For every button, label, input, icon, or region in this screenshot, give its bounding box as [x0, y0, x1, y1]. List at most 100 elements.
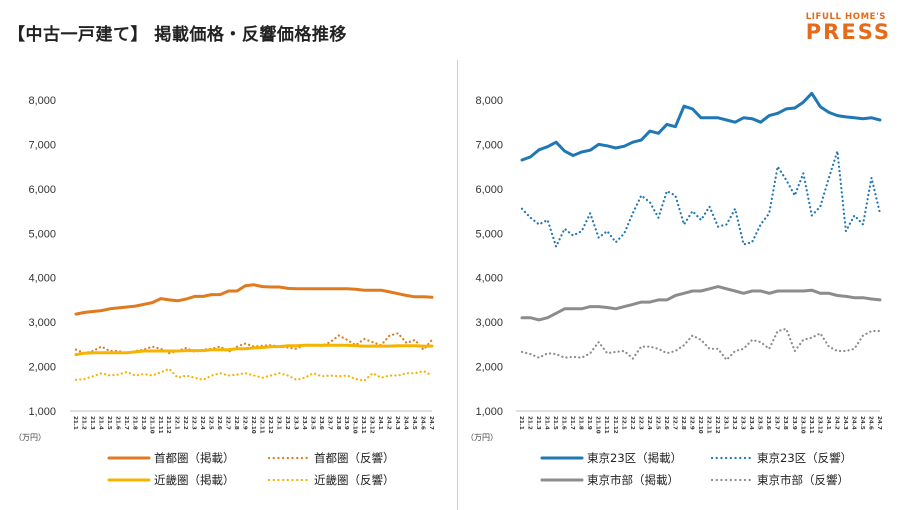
x-tick-label: 24.3	[394, 416, 400, 430]
y-tick-label: 6,000	[475, 184, 503, 196]
x-tick-label: 21.10	[148, 416, 154, 434]
x-tick-label: 24.6	[420, 416, 426, 430]
series-line-2	[74, 343, 434, 357]
series-line-6	[520, 285, 882, 322]
x-tick-label: 23.9	[791, 416, 797, 430]
x-tick-label: 22.2	[629, 416, 635, 430]
x-tick-label: 23.9	[343, 416, 349, 430]
x-tick-label: 21.5	[552, 416, 558, 430]
x-tick-label: 23.6	[765, 416, 771, 430]
x-tick-label: 21.9	[140, 416, 146, 430]
x-tick-label: 24.3	[842, 416, 848, 430]
x-tick-label: 22.12	[714, 416, 720, 434]
x-tick-label: 21.8	[131, 416, 137, 430]
x-tick-label: 22.5	[208, 416, 214, 430]
y-tick-label: 2,000	[475, 362, 503, 374]
x-tick-label: 22.4	[646, 416, 652, 430]
x-tick-label: 21.7	[569, 416, 575, 430]
x-tick-label: 23.8	[335, 416, 341, 430]
x-tick-label: 21.11	[157, 416, 163, 434]
y-tick-label: 1,000	[475, 406, 503, 418]
series-line-3	[74, 367, 434, 382]
x-tick-label: 22.10	[697, 416, 703, 434]
y-tick-label: 6,000	[28, 184, 56, 196]
x-tick-label: 21.12	[165, 416, 171, 434]
x-tick-label: 22.9	[242, 416, 248, 430]
x-tick-label: 21.2	[527, 416, 533, 430]
chart-right: 1,000 2,000 3,000 4,000 5,000 6,000 7,000 8,000…	[466, 91, 882, 487]
y-tick-label: 5,000	[475, 228, 503, 240]
x-tick-label: 23.7	[774, 416, 780, 430]
x-tick-label: 23.2	[284, 416, 290, 430]
legend-label: 近畿圏（掲載）	[154, 473, 235, 487]
x-tick-label: 21.7	[123, 416, 129, 430]
x-tick-label: 23.12	[816, 416, 822, 434]
x-tick-label: 24.2	[386, 416, 392, 430]
x-tick-label: 22.12	[267, 416, 273, 434]
x-tick-label: 23.5	[757, 416, 763, 430]
x-tick-label: 21.4	[97, 416, 103, 430]
x-tick-label: 21.6	[561, 416, 567, 430]
x-tick-label: 22.1	[620, 416, 626, 430]
brand-logo: LIFULL HOME'S PRESS	[806, 12, 891, 43]
x-tick-label: 21.9	[586, 416, 592, 430]
x-tick-label: 21.11	[603, 416, 609, 434]
y-tick-label: 7,000	[28, 139, 56, 151]
series-line-5	[520, 150, 882, 248]
x-tick-label: 23.11	[360, 416, 366, 434]
y-tick-label: 8,000	[28, 95, 56, 107]
y-tick-label: 4,000	[28, 273, 56, 285]
legend-label: 東京市部（反響）	[757, 473, 849, 487]
x-tick-label: 24.6	[867, 416, 873, 430]
x-tick-label: 22.6	[216, 416, 222, 430]
x-tick-label: 22.11	[258, 416, 264, 434]
y-tick-label: 3,000	[28, 317, 56, 329]
y-tick-label: 5,000	[28, 228, 56, 240]
x-tick-label: 23.2	[731, 416, 737, 430]
y-tick-label: 7,000	[475, 139, 503, 151]
x-tick-label: 24.2	[833, 416, 839, 430]
x-tick-label: 21.6	[114, 416, 120, 430]
x-tick-label: 21.1	[518, 416, 524, 430]
x-tick-label: 22.2	[182, 416, 188, 430]
panel-divider	[457, 60, 458, 510]
x-tick-label: 23.5	[309, 416, 315, 430]
x-tick-label: 24.5	[859, 416, 865, 430]
x-tick-label: 21.3	[535, 416, 541, 430]
x-tick-label: 22.3	[191, 416, 197, 430]
unit-label: （万円）	[466, 433, 498, 442]
x-tick-label: 22.4	[199, 416, 205, 430]
x-tick-label: 24.7	[876, 416, 882, 430]
x-tick-label: 23.12	[369, 416, 375, 434]
x-tick-label: 24.7	[428, 416, 434, 430]
x-tick-label: 22.7	[671, 416, 677, 430]
x-tick-label: 23.10	[799, 416, 805, 434]
y-tick-label: 3,000	[475, 317, 503, 329]
x-tick-label: 22.7	[225, 416, 231, 430]
x-tick-label: 23.7	[326, 416, 332, 430]
x-tick-label: 23.8	[782, 416, 788, 430]
series-line-0	[74, 283, 434, 316]
x-tick-label: 22.3	[637, 416, 643, 430]
y-tick-label: 8,000	[475, 95, 503, 107]
x-tick-label: 22.1	[174, 416, 180, 430]
x-tick-label: 23.4	[301, 416, 307, 430]
x-tick-label: 24.1	[377, 416, 383, 430]
series-line-7	[520, 327, 882, 361]
x-tick-label: 23.1	[723, 416, 729, 430]
x-tick-label: 22.5	[654, 416, 660, 430]
x-tick-label: 21.2	[80, 416, 86, 430]
x-tick-label: 21.12	[612, 416, 618, 434]
x-tick-label: 21.4	[544, 416, 550, 430]
legend-label: 首都圏（反響）	[314, 451, 395, 465]
legend-label: 東京市部（掲載）	[587, 473, 679, 487]
x-tick-label: 23.4	[748, 416, 754, 430]
x-tick-label: 23.10	[352, 416, 358, 434]
x-tick-label: 22.11	[706, 416, 712, 434]
unit-label: （万円）	[14, 433, 46, 442]
legend-label: 近畿圏（反響）	[314, 473, 395, 487]
x-tick-label: 23.6	[318, 416, 324, 430]
x-tick-label: 22.8	[680, 416, 686, 430]
x-tick-label: 23.11	[808, 416, 814, 434]
